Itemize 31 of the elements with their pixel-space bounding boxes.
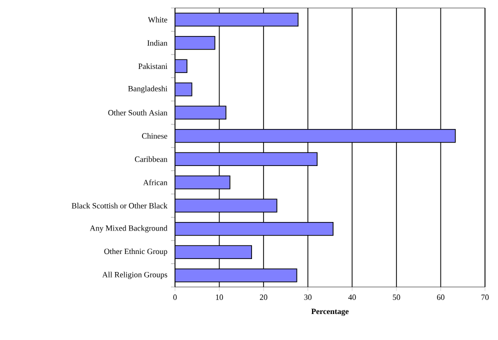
y-tick-label: All Religion Groups [102, 272, 168, 279]
y-tick-label: Caribbean [134, 156, 168, 162]
x-tick-label: 50 [392, 294, 400, 300]
x-tick-label: 0 [173, 294, 177, 300]
x-axis-title: Percentage [311, 308, 349, 316]
x-tick-label: 40 [348, 294, 356, 300]
bar [175, 36, 216, 50]
bar [175, 12, 299, 27]
y-tick-label: Chinese [142, 133, 168, 139]
y-tick-label: Other South Asian [108, 110, 168, 116]
bar [175, 128, 456, 143]
x-tick-label: 10 [216, 294, 223, 300]
bar [175, 106, 226, 120]
bar [175, 198, 278, 213]
y-tick-label: Any Mixed Background [90, 225, 168, 233]
bar [175, 175, 230, 190]
bar [175, 222, 334, 236]
x-tick-label: 30 [304, 294, 312, 300]
x-tick-label: 20 [260, 294, 268, 300]
y-tick-label: Black Scottish or Other Black [72, 202, 168, 208]
bar [175, 245, 252, 260]
x-tick-label: 60 [437, 294, 444, 300]
y-tick-label: Indian [147, 40, 168, 46]
y-tick-label: Pakistani [138, 63, 168, 69]
y-tick-label: Other Ethnic Group [104, 248, 168, 256]
y-tick-label: Bangladeshi [128, 86, 168, 94]
bar [175, 152, 318, 166]
y-tick-label: African [143, 180, 168, 186]
y-tick-label: White [148, 16, 168, 22]
bar [175, 268, 298, 282]
x-tick-label: 70 [482, 294, 489, 300]
